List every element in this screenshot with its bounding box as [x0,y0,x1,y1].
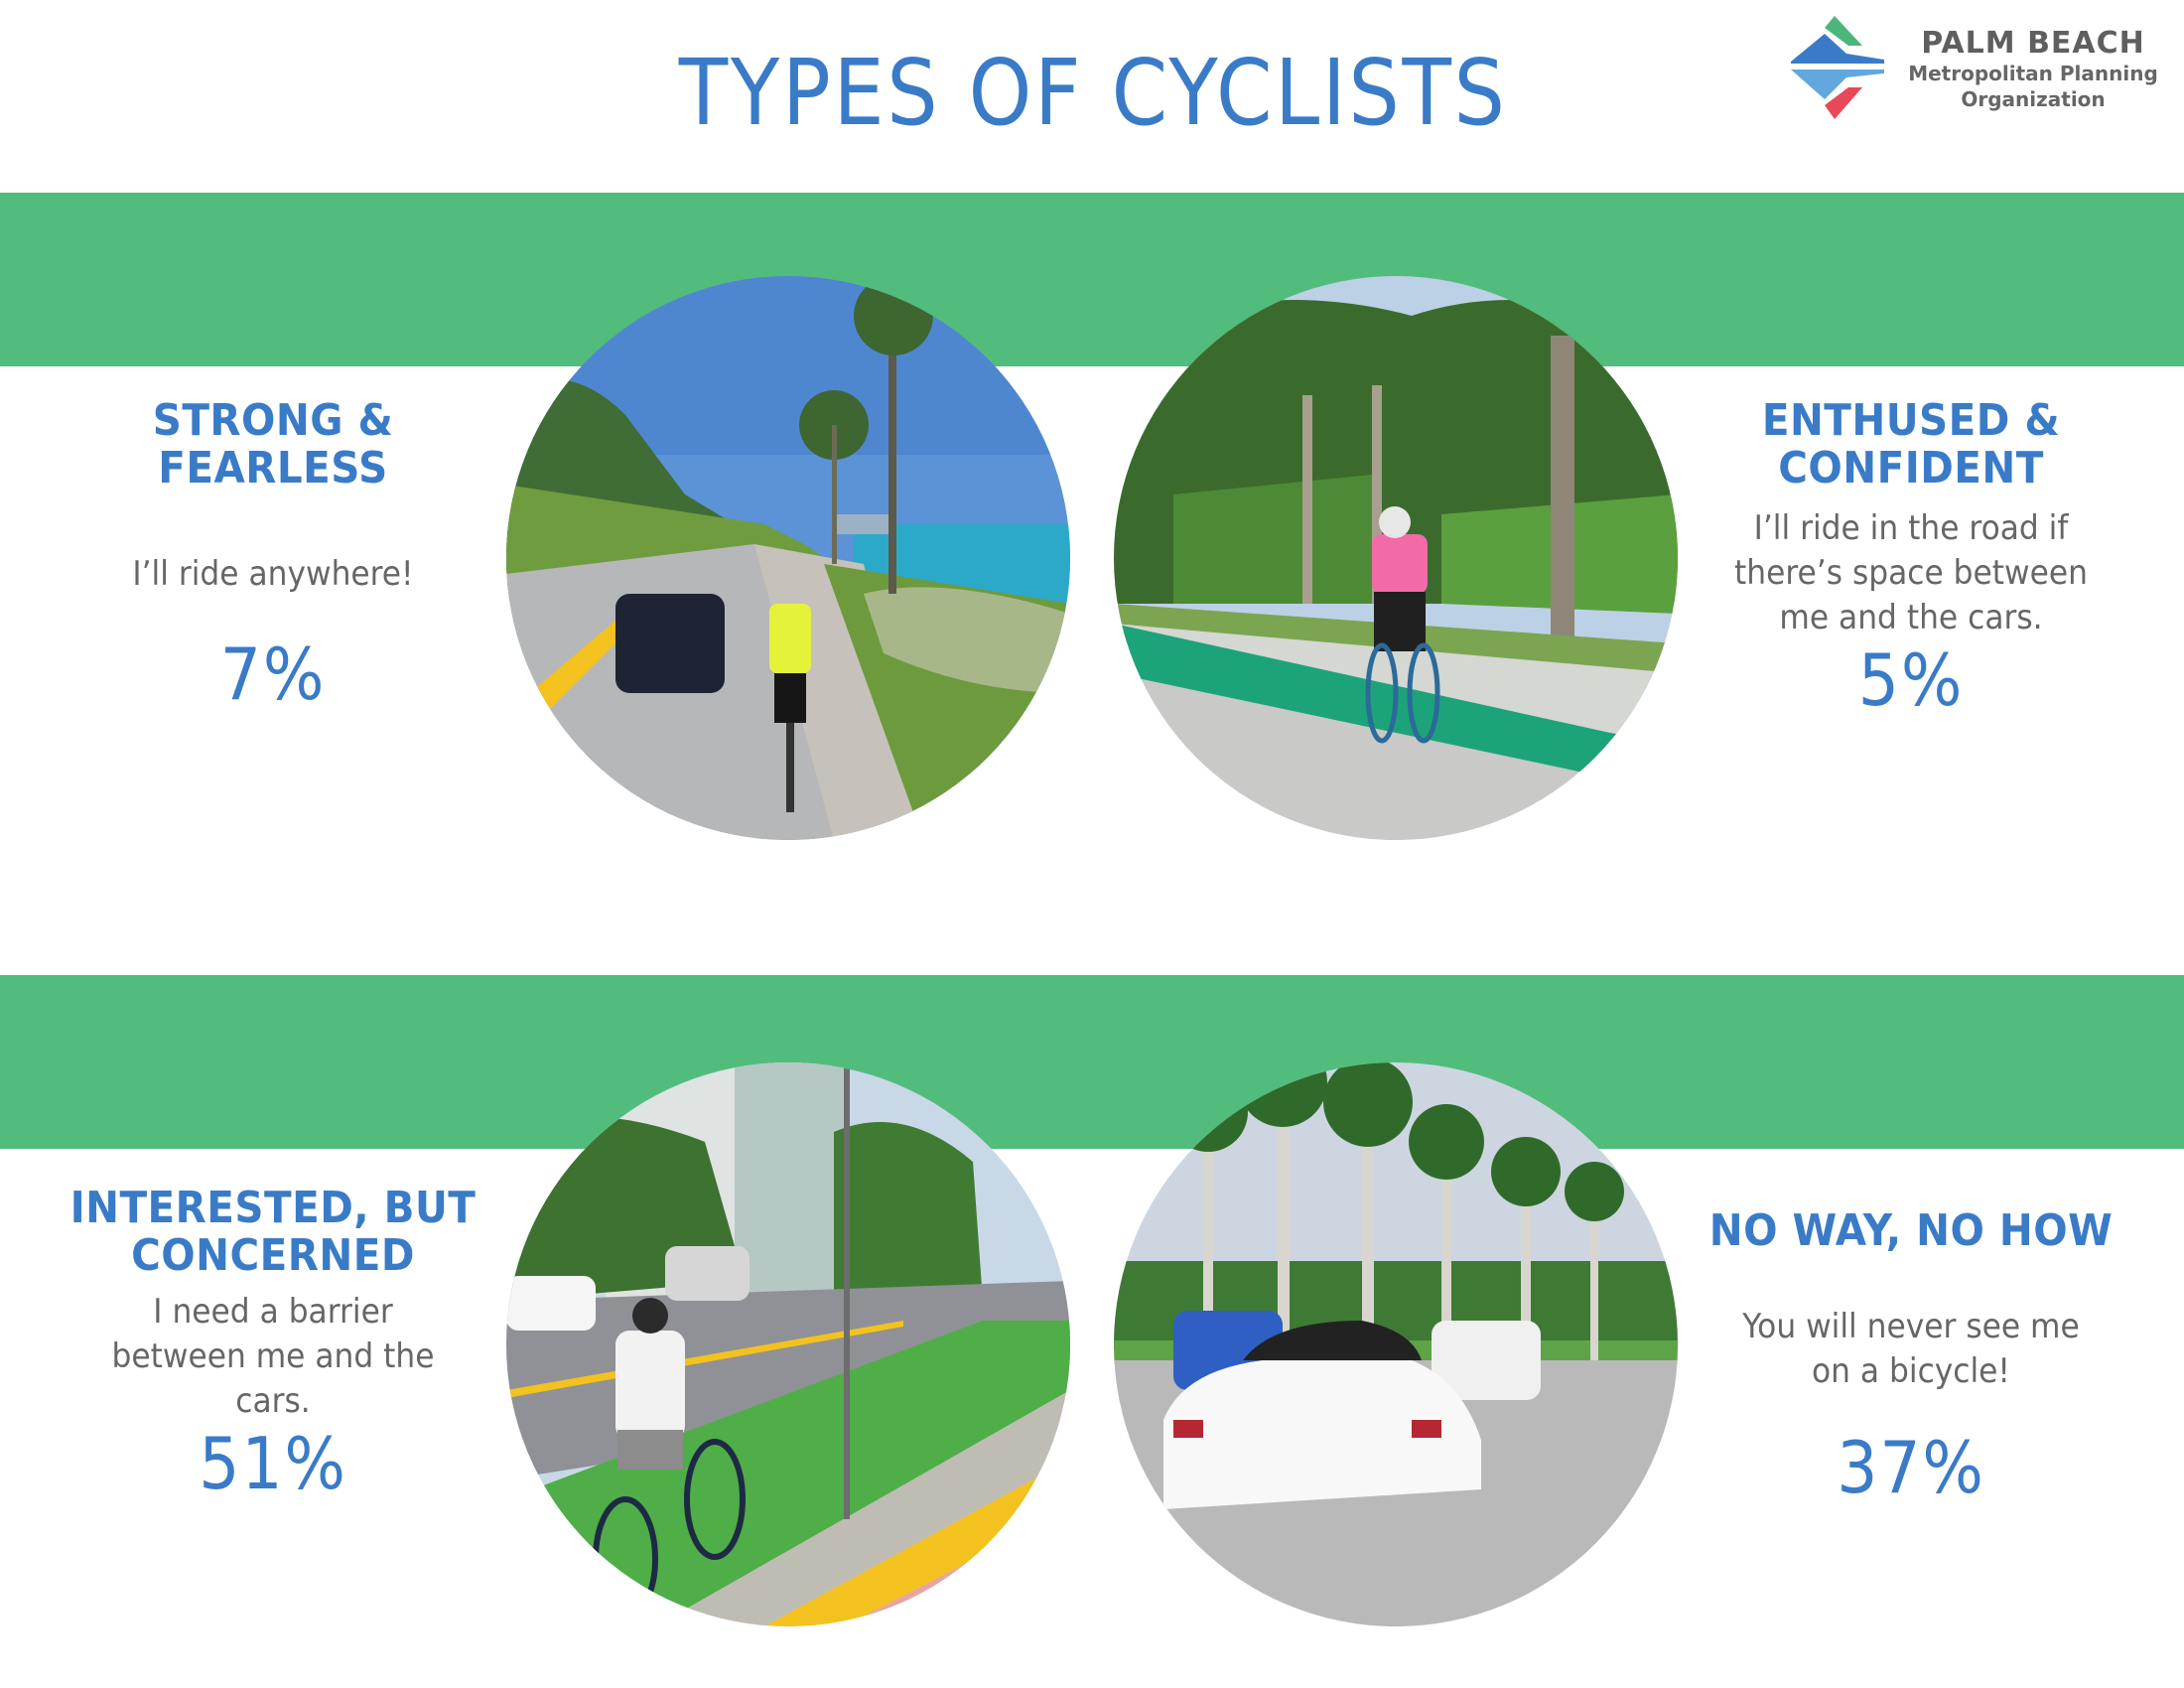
heading-line-1: STRONG & [152,395,394,446]
palm-beach-mpo-logo: PALM BEACH Metropolitan Planning Organiz… [1787,14,2174,123]
cyclist-type-percent: 7% [219,633,327,716]
logo-line-3: Organization [1961,87,2106,111]
cyclist-type-heading: STRONG & FEARLESS [95,397,452,492]
cyclist-type-percent: 5% [1857,638,1965,722]
cyclist-type-heading: ENTHUSED & CONFIDENT [1706,397,2116,492]
cyclist-type-quote: I’ll ride in the road if there’s space b… [1734,508,2088,637]
cyclist-type-quote: You will never see me on a bicycle! [1742,1307,2080,1391]
page-title: TYPES OF CYCLISTS [678,40,1508,146]
cyclist-type-heading: INTERESTED, BUT CONCERNED [59,1185,487,1280]
cyclist-type-quote: I’ll ride anywhere! [132,554,414,594]
heading-line-2: FEARLESS [158,443,388,493]
road-cyclist-beside-ocean-photo [506,276,1070,840]
cyclist-type-no-way-no-how: NO WAY, NO HOW You will never see me on … [1688,1207,2134,1509]
cyclist-type-percent: 37% [1837,1426,1985,1509]
heading-line-1: ENTHUSED & [1761,395,2061,446]
mpo-diamond-logo-icon [1791,16,1884,119]
protected-bike-lane-photo [506,1062,1070,1626]
cyclist-type-heading: NO WAY, NO HOW [1706,1207,2116,1255]
cyclist-type-enthused-confident: ENTHUSED & CONFIDENT I’ll ride in the ro… [1688,397,2134,722]
cyclist-type-quote: I need a barrier between me and the cars… [111,1292,435,1421]
green-band-top [0,193,2184,366]
heading-line-1: NO WAY, NO HOW [1708,1205,2114,1256]
cars-on-palm-lined-road-photo [1114,1062,1678,1626]
cyclist-type-strong-fearless: STRONG & FEARLESS I’ll ride anywhere! 7% [79,397,467,716]
heading-line-2: CONCERNED [131,1230,415,1281]
cyclist-type-interested-concerned: INTERESTED, BUT CONCERNED I need a barri… [40,1185,506,1505]
cyclist-type-percent: 51% [199,1422,347,1505]
logo-line-2: Metropolitan Planning [1908,62,2158,85]
logo-line-1: PALM BEACH [1921,26,2145,61]
heading-line-1: INTERESTED, BUT [69,1183,477,1233]
heading-line-2: CONFIDENT [1778,443,2044,493]
green-band-bottom [0,975,2184,1149]
cyclist-green-bike-lane-photo [1114,276,1678,840]
